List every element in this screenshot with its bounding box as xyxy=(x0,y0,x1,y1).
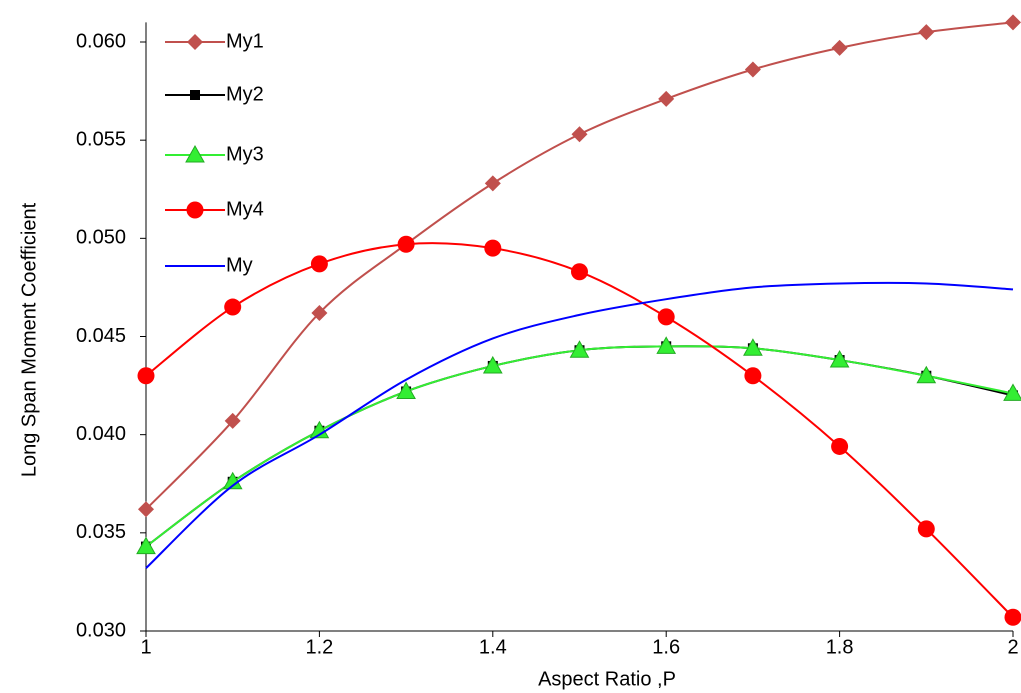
x-tick-label: 1.2 xyxy=(305,636,333,658)
marker xyxy=(397,382,415,398)
legend-label: My4 xyxy=(226,198,264,220)
marker xyxy=(137,538,155,554)
x-tick-label: 1 xyxy=(140,636,151,658)
marker xyxy=(918,24,934,40)
marker xyxy=(572,126,588,142)
x-tick-label: 2 xyxy=(1007,636,1018,658)
marker xyxy=(745,61,761,77)
marker xyxy=(918,520,935,537)
marker xyxy=(1005,14,1021,30)
series-line xyxy=(146,346,1013,546)
marker xyxy=(744,367,761,384)
y-tick-label: 0.060 xyxy=(76,30,126,52)
marker xyxy=(398,236,415,253)
marker xyxy=(138,367,155,384)
series-line xyxy=(146,283,1013,568)
x-tick-label: 1.4 xyxy=(479,636,507,658)
y-axis-label: Long Span Moment Coefficient xyxy=(18,202,40,477)
x-tick-label: 1.8 xyxy=(826,636,854,658)
marker xyxy=(658,308,675,325)
marker xyxy=(831,438,848,455)
series-line xyxy=(146,243,1013,617)
marker xyxy=(224,299,241,316)
y-tick-label: 0.050 xyxy=(76,227,126,249)
series-line xyxy=(146,346,1013,546)
y-tick-label: 0.055 xyxy=(76,128,126,150)
y-tick-label: 0.035 xyxy=(76,521,126,543)
legend-label: My2 xyxy=(226,83,264,105)
x-tick-label: 1.6 xyxy=(652,636,680,658)
marker xyxy=(658,91,674,107)
marker xyxy=(190,90,200,100)
y-tick-label: 0.030 xyxy=(76,619,126,641)
x-axis-label: Aspect Ratio ,P xyxy=(538,668,676,690)
legend-label: My3 xyxy=(226,143,264,165)
marker xyxy=(485,175,501,191)
marker xyxy=(187,202,204,219)
marker xyxy=(187,34,203,50)
marker xyxy=(832,40,848,56)
y-tick-label: 0.040 xyxy=(76,423,126,445)
marker xyxy=(311,255,328,272)
legend-label: My xyxy=(226,254,253,276)
marker xyxy=(1005,609,1021,626)
legend-label: My1 xyxy=(226,30,264,52)
marker xyxy=(484,240,501,257)
page: {"chart_data": {"type": "line", "x_label… xyxy=(0,0,1021,693)
marker xyxy=(571,263,588,280)
y-tick-label: 0.045 xyxy=(76,325,126,347)
chart: Aspect Ratio ,P Long Span Moment Coeffic… xyxy=(0,0,1021,693)
